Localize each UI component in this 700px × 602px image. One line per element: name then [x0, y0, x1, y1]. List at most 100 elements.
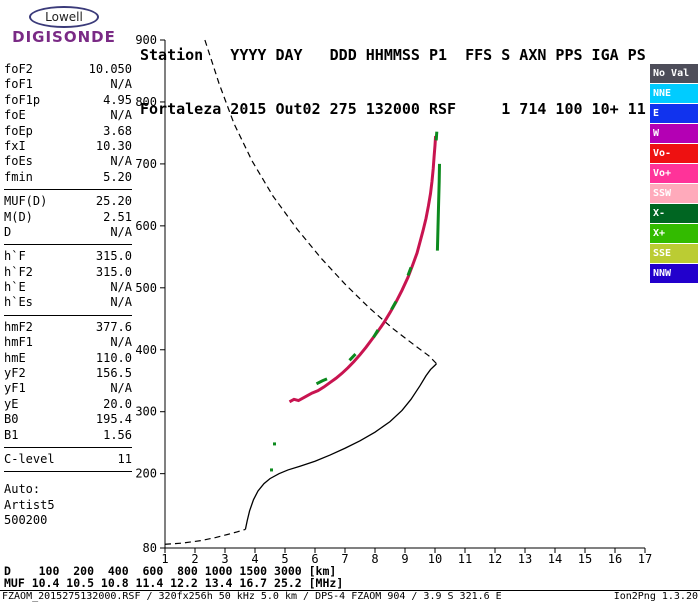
x-mode-echo-trace [435, 163, 441, 251]
x-tick-label: 4 [251, 552, 258, 566]
param-value: 315.0 [95, 249, 132, 264]
param-value: N/A [110, 108, 132, 123]
legend-item-e: E [650, 104, 698, 123]
param-value: 20.0 [103, 396, 132, 411]
y-tick-label: 600 [135, 219, 157, 233]
x-tick-label: 9 [401, 552, 408, 566]
x-mode-echo-trace [406, 266, 413, 276]
station-header-values: Fortaleza 2015 Out02 275 132000 RSF 1 71… [140, 100, 646, 118]
y-tick-label: 200 [135, 467, 157, 481]
autoscaling-info-line: 500200 [4, 513, 48, 528]
param-row-fof2: foF2 10.050 [4, 62, 132, 77]
x-tick-label: 7 [341, 552, 348, 566]
param-row-b1: B1 1.56 [4, 428, 132, 443]
legend-item-nnw: NNW [650, 264, 698, 283]
param-row-he: h`E N/A [4, 280, 132, 295]
x-tick-label: 15 [578, 552, 592, 566]
param-value: 156.5 [95, 366, 132, 381]
param-label: B0 [4, 412, 19, 427]
bottom-block: D 100 200 400 600 800 1000 1500 3000 [km… [0, 565, 700, 602]
param-group-divider [4, 189, 132, 191]
x-mode-echo-trace-point [270, 468, 273, 472]
legend-item-sse: SSE [650, 244, 698, 263]
file-info-text: FZAOM_2015275132000.RSF / 320fx256h 50 k… [2, 591, 502, 602]
param-label: h`E [4, 280, 26, 295]
param-row-ye: yE 20.0 [4, 397, 132, 412]
digisonde-logo-text: DIGISONDE [12, 28, 116, 46]
param-value: N/A [110, 335, 132, 350]
param-value: N/A [110, 154, 132, 169]
param-value: N/A [110, 295, 132, 310]
param-label: M(D) [4, 209, 33, 224]
param-label: h`F2 [4, 264, 33, 279]
station-header: Station YYYY DAY DDD HHMMSS P1 FFS S AXN… [140, 10, 646, 136]
param-row-hes: h`Es N/A [4, 295, 132, 310]
parameter-panel: foF2 10.050 foF1 N/A foF1p 4.95 foE N/A foEp 3.68… [4, 62, 132, 529]
param-row-hf: h`F 315.0 [4, 249, 132, 264]
param-row-hmf1: hmF1 N/A [4, 335, 132, 350]
x-tick-label: 10 [428, 552, 442, 566]
echo-status-legend: No Val NNE E W Vo- Vo+ SSW X- X+ SSE NNW [650, 64, 698, 284]
param-label: foF2 [4, 62, 33, 76]
o-mode-echo-trace [288, 135, 438, 404]
param-label: foF1 [4, 77, 33, 92]
legend-item-x-: X- [650, 204, 698, 223]
x-tick-label: 5 [281, 552, 288, 566]
param-row-hmf2: hmF2 377.6 [4, 320, 132, 335]
param-group-divider [4, 446, 132, 448]
param-row-yf1: yF1 N/A [4, 381, 132, 396]
legend-item-w: W [650, 124, 698, 143]
footer-divider [0, 590, 700, 591]
param-value: 3.68 [103, 123, 132, 138]
param-label: yF1 [4, 381, 26, 396]
station-header-labels: Station YYYY DAY DDD HHMMSS P1 FFS S AXN… [140, 46, 646, 64]
param-value: 11 [117, 451, 132, 466]
y-tick-label: 80 [143, 541, 157, 555]
param-label: hmF2 [4, 319, 33, 334]
y-tick-label: 400 [135, 343, 157, 357]
param-value: N/A [110, 77, 132, 92]
x-tick-label: 11 [458, 552, 472, 566]
x-mode-echo-trace [372, 329, 380, 339]
param-label: MUF(D) [4, 194, 48, 209]
param-label: hmF1 [4, 335, 33, 350]
param-value: 10.30 [95, 138, 132, 153]
param-value: 1.56 [103, 427, 132, 442]
param-label: foF1p [4, 92, 41, 107]
legend-item-vo+: Vo+ [650, 164, 698, 183]
param-row-yf2: yF2 156.5 [4, 366, 132, 381]
param-row-fmin: fmin 5.20 [4, 170, 132, 185]
param-row-fxi: fxI 10.30 [4, 139, 132, 154]
param-row-md: M(D) 2.51 [4, 210, 132, 225]
x-mode-echo-trace [348, 353, 357, 362]
lowell-logo-text: Lowell [45, 10, 83, 24]
param-value: 2.51 [103, 209, 132, 224]
param-row-foep: foEp 3.68 [4, 124, 132, 139]
x-tick-label: 13 [518, 552, 532, 566]
true-height-profile [244, 363, 437, 530]
x-tick-label: 14 [548, 552, 562, 566]
legend-item-nne: NNE [650, 84, 698, 103]
x-mode-echo-trace [315, 377, 328, 386]
y-tick-label: 500 [135, 281, 157, 295]
y-tick-label: 900 [135, 33, 157, 47]
param-label: B1 [4, 427, 19, 442]
x-tick-label: 16 [608, 552, 622, 566]
y-tick-label: 700 [135, 157, 157, 171]
y-tick-label: 800 [135, 95, 157, 109]
param-label: h`Es [4, 295, 33, 310]
param-group-divider [4, 244, 132, 246]
param-label: yE [4, 396, 19, 411]
param-label: fmin [4, 169, 33, 184]
x-tick-label: 8 [371, 552, 378, 566]
autoscaling-info-line: Auto: [4, 482, 41, 497]
param-label: hmE [4, 350, 26, 365]
param-value: 377.6 [95, 319, 132, 334]
param-row-hf2: h`F2 315.0 [4, 265, 132, 280]
param-row-fof1p: foF1p 4.95 [4, 93, 132, 108]
param-label: foEp [4, 123, 33, 138]
param-value: 4.95 [103, 92, 132, 107]
param-row-foe: foE N/A [4, 108, 132, 123]
lowell-logo-oval: Lowell [29, 6, 99, 28]
